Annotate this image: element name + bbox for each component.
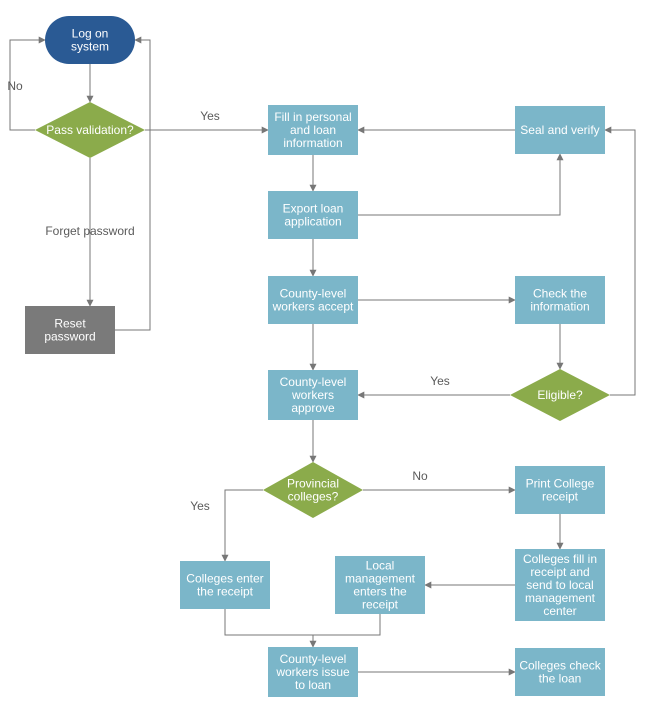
edge-eligible-to-seal — [605, 130, 635, 395]
node-logon: Log onsystem — [45, 16, 135, 64]
node-label: Print College — [526, 477, 595, 491]
node-label: send to local — [526, 578, 593, 592]
node-label: enters the — [353, 585, 407, 599]
node-label: Provincial — [287, 477, 339, 491]
node-local: Localmanagemententers thereceipt — [335, 556, 425, 614]
node-label: County-level — [280, 287, 347, 301]
edge-export-to-seal — [358, 154, 560, 215]
node-label: workers issue — [275, 665, 350, 679]
node-reset: Resetpassword — [25, 306, 115, 354]
node-fillrec: Colleges fill inreceipt andsend to local… — [515, 549, 605, 621]
node-label: Fill in personal — [274, 110, 351, 124]
edge-label: Forget password — [45, 224, 134, 238]
node-label: Colleges fill in — [523, 552, 597, 566]
node-label: Eligible? — [537, 388, 583, 402]
node-issue: County-levelworkers issueto loan — [268, 647, 358, 697]
node-label: information — [283, 136, 342, 150]
node-label: system — [71, 40, 109, 54]
node-label: and loan — [290, 123, 336, 137]
node-label: the loan — [539, 672, 582, 686]
node-export: Export loanapplication — [268, 191, 358, 239]
node-label: colleges? — [288, 490, 339, 504]
edge-reset-to-logon — [115, 40, 150, 330]
edge-local-to-issue — [313, 614, 380, 635]
node-checkloan: Colleges checkthe loan — [515, 648, 605, 696]
edge-label: Yes — [430, 374, 450, 388]
node-label: County-level — [280, 652, 347, 666]
node-fill: Fill in personaland loaninformation — [268, 105, 358, 155]
node-label: management — [345, 572, 416, 586]
edge-label: Yes — [200, 109, 220, 123]
node-accept: County-levelworkers accept — [268, 276, 358, 324]
node-label: approve — [291, 401, 335, 415]
node-check: Check theinformation — [515, 276, 605, 324]
node-label: Seal and verify — [520, 123, 599, 137]
edge-provincial-to-enter — [225, 490, 263, 561]
node-eligible: Eligible? — [510, 369, 610, 421]
edge-enter-to-issue — [225, 609, 313, 647]
node-label: County-level — [280, 375, 347, 389]
node-label: receipt — [362, 598, 399, 612]
node-label: Colleges check — [519, 659, 601, 673]
node-label: information — [530, 300, 589, 314]
node-label: management — [525, 591, 596, 605]
node-label: Reset — [54, 317, 86, 331]
node-label: the receipt — [197, 585, 254, 599]
edge-label: No — [412, 469, 428, 483]
node-pass: Pass validation? — [35, 102, 145, 158]
node-label: Pass validation? — [46, 123, 134, 137]
node-seal: Seal and verify — [515, 106, 605, 154]
node-label: password — [44, 330, 95, 344]
node-label: Check the — [533, 287, 587, 301]
node-label: to loan — [295, 678, 331, 692]
node-label: Colleges enter — [186, 572, 263, 586]
flowchart-canvas: NoForget passwordYesYesNoYesLog onsystem… — [0, 0, 663, 711]
node-label: center — [543, 604, 576, 618]
node-approve: County-levelworkersapprove — [268, 370, 358, 420]
node-label: receipt — [542, 490, 579, 504]
node-label: Local — [366, 559, 395, 573]
node-enter: Colleges enterthe receipt — [180, 561, 270, 609]
node-label: receipt and — [530, 565, 589, 579]
node-printr: Print Collegereceipt — [515, 466, 605, 514]
node-label: workers accept — [272, 300, 354, 314]
node-label: workers — [291, 388, 334, 402]
edge-label: Yes — [190, 499, 210, 513]
node-label: application — [284, 215, 341, 229]
nodes-layer: Log onsystem Pass validation? Resetpasswor… — [25, 16, 610, 697]
node-label: Export loan — [283, 202, 344, 216]
node-label: Log on — [72, 27, 109, 41]
edge-label: No — [7, 79, 23, 93]
node-provincial: Provincialcolleges? — [263, 462, 363, 518]
